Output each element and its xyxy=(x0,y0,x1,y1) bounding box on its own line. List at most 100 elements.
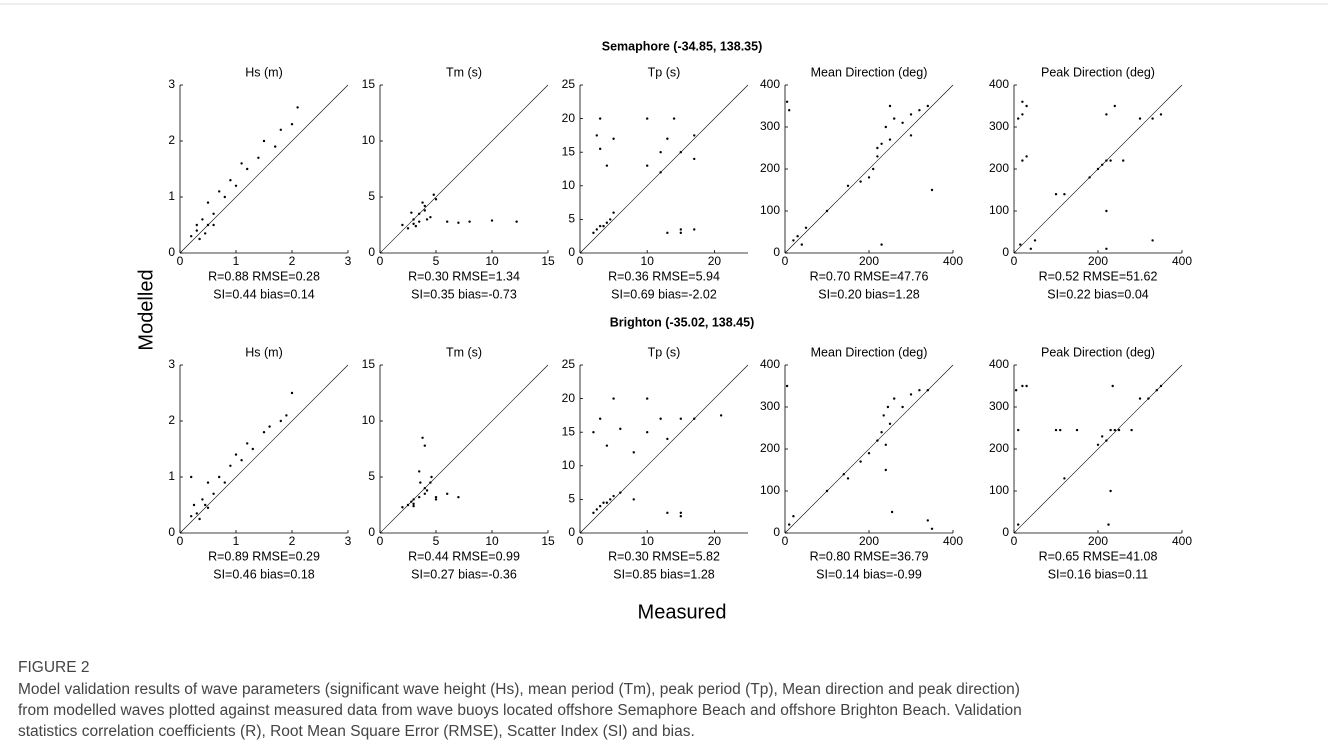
data-point xyxy=(646,164,649,167)
data-point xyxy=(401,223,404,227)
y-tick-label: 300 xyxy=(760,399,780,413)
y-tick-label: 0 xyxy=(1002,525,1009,539)
data-point xyxy=(1105,159,1108,162)
data-point xyxy=(609,218,612,221)
data-point xyxy=(412,222,415,226)
y-tick-label: 400 xyxy=(760,357,780,371)
data-point xyxy=(1096,443,1100,446)
data-point xyxy=(1107,523,1110,526)
x-tick-label: 0 xyxy=(377,534,384,548)
data-point xyxy=(285,414,288,417)
data-point xyxy=(423,444,426,447)
x-tick-label: 15 xyxy=(541,534,555,548)
data-point xyxy=(457,495,460,499)
data-point xyxy=(888,104,892,108)
data-point xyxy=(274,145,277,148)
data-point xyxy=(434,495,438,499)
data-point xyxy=(1159,384,1163,388)
data-point xyxy=(672,117,676,120)
data-point xyxy=(859,180,862,183)
y-tick-label: 200 xyxy=(989,161,1009,175)
data-point xyxy=(595,508,598,511)
y-tick-label: 1 xyxy=(168,189,175,203)
data-point xyxy=(693,134,696,137)
data-point xyxy=(792,239,795,242)
x-tick-label: 0 xyxy=(1011,534,1018,548)
data-point xyxy=(605,221,609,224)
data-point xyxy=(1151,239,1154,242)
stats-line: SI=0.22 bias=0.04 xyxy=(1047,287,1149,301)
data-point xyxy=(679,417,682,420)
data-point xyxy=(198,517,201,521)
y-tick-label: 20 xyxy=(562,111,576,125)
data-point xyxy=(290,391,294,395)
data-point xyxy=(240,459,243,462)
data-point xyxy=(884,468,887,472)
data-point xyxy=(1063,193,1066,196)
data-point xyxy=(1109,159,1112,162)
data-point xyxy=(867,176,871,179)
stats-line: SI=0.69 bias=-2.02 xyxy=(611,287,717,301)
x-tick-label: 200 xyxy=(1088,534,1108,548)
data-point xyxy=(886,405,890,409)
one-to-one-line xyxy=(179,84,349,254)
one-to-one-line xyxy=(784,364,954,534)
data-point xyxy=(659,171,662,174)
data-point xyxy=(1113,428,1117,432)
subplot-title: Mean Direction (deg) xyxy=(811,345,928,359)
y-tick-label: 100 xyxy=(760,483,780,497)
data-point xyxy=(679,228,682,231)
data-point xyxy=(418,495,421,499)
data-point xyxy=(893,117,896,120)
data-point xyxy=(1101,435,1104,438)
data-point xyxy=(1017,117,1020,120)
y-axis-label: Modelled xyxy=(135,269,157,350)
y-tick-label: 5 xyxy=(568,212,575,226)
data-point xyxy=(909,393,913,396)
data-point xyxy=(1109,428,1112,432)
data-point xyxy=(190,475,193,479)
data-point xyxy=(876,155,879,158)
data-point xyxy=(609,498,612,501)
subplot-title: Tm (s) xyxy=(446,65,482,79)
y-tick-label: 2 xyxy=(168,133,175,147)
data-point xyxy=(876,439,879,442)
stats-line: R=0.30 RMSE=1.34 xyxy=(408,269,520,283)
data-point xyxy=(679,151,682,154)
data-point xyxy=(457,221,460,224)
data-point xyxy=(430,475,433,479)
data-point xyxy=(930,527,934,530)
data-point xyxy=(872,167,875,171)
data-point xyxy=(605,164,609,167)
y-tick-label: 25 xyxy=(562,357,576,371)
data-point xyxy=(1138,397,1142,400)
y-tick-label: 400 xyxy=(989,357,1009,371)
data-point xyxy=(434,198,438,201)
y-tick-label: 15 xyxy=(362,77,376,91)
data-point xyxy=(418,212,421,215)
x-tick-label: 0 xyxy=(1011,254,1018,268)
data-point xyxy=(412,504,415,508)
data-point xyxy=(846,477,850,480)
data-point xyxy=(1021,100,1024,104)
data-point xyxy=(693,157,696,161)
x-tick-label: 0 xyxy=(577,254,584,268)
data-point xyxy=(206,223,210,227)
x-axis-label: Measured xyxy=(638,601,727,623)
y-tick-label: 5 xyxy=(568,492,575,506)
data-point xyxy=(212,492,215,495)
data-point xyxy=(785,100,789,104)
caption-line: from modelled waves plotted against meas… xyxy=(18,702,1022,719)
data-point xyxy=(612,211,615,214)
data-point xyxy=(223,195,226,199)
y-tick-label: 300 xyxy=(760,119,780,133)
y-tick-label: 300 xyxy=(989,119,1009,133)
stats-line: SI=0.14 bias=-0.99 xyxy=(816,567,922,581)
subplot-title: Hs (m) xyxy=(245,345,283,359)
y-tick-label: 2 xyxy=(168,413,175,427)
one-to-one-line xyxy=(179,364,349,534)
data-point xyxy=(693,228,696,231)
data-point xyxy=(901,405,904,409)
stats-line: R=0.70 RMSE=47.76 xyxy=(810,269,929,283)
data-point xyxy=(1054,193,1058,196)
